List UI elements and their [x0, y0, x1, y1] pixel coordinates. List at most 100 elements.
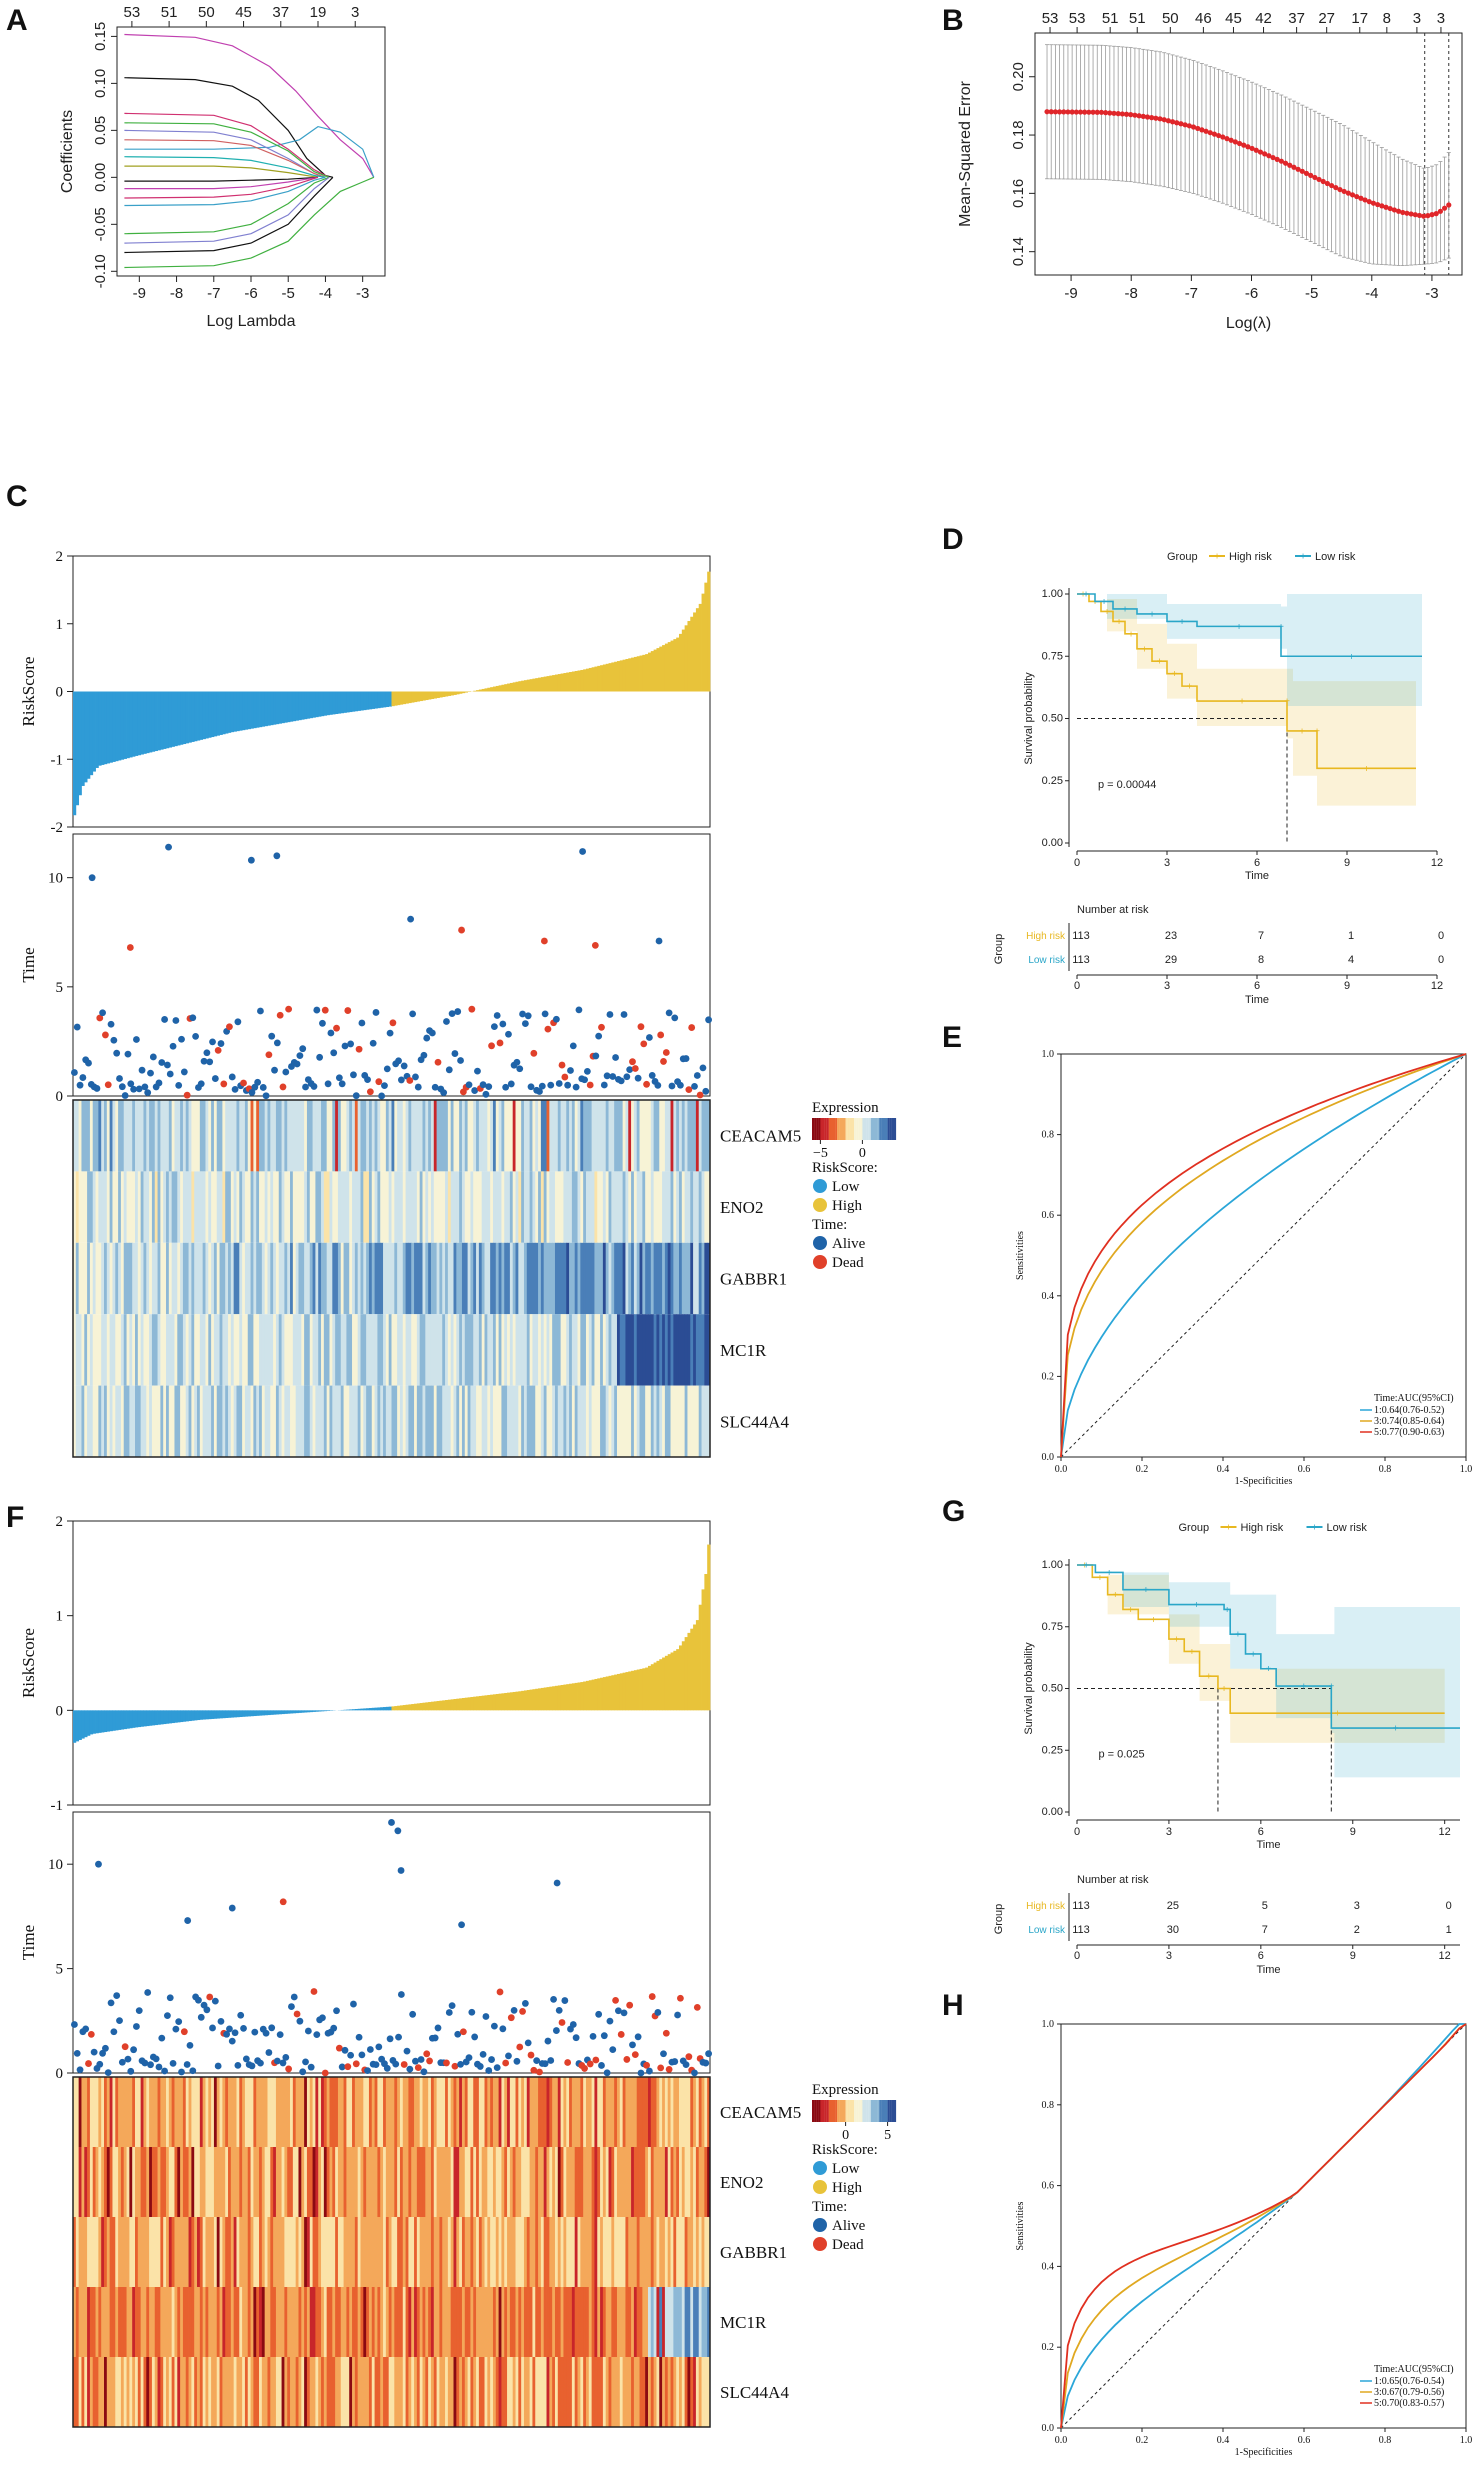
heatmap-cell [244, 2217, 249, 2287]
risk-table-row-label: High risk [1026, 1901, 1066, 1912]
heatmap-cell [115, 2217, 119, 2287]
heatmap-cell [650, 1385, 655, 1457]
dead-point [496, 1039, 504, 1047]
heatmap-cell [267, 1171, 271, 1243]
heatmap-cell [301, 1171, 305, 1243]
alive-point [79, 1074, 87, 1081]
heatmap-cell [228, 1100, 232, 1172]
x-tick-label: -9 [133, 285, 146, 302]
alive-point [665, 1009, 673, 1017]
heatmap-cell [101, 1242, 105, 1315]
heatmap-cell [690, 1100, 694, 1172]
colorbar-cell [814, 2100, 817, 2122]
heatmap-cell [554, 1314, 559, 1386]
heatmap-cell [521, 2077, 525, 2147]
heatmap-cell [585, 2357, 590, 2427]
heatmap-cell [580, 2287, 584, 2357]
heatmap-cell [707, 2357, 711, 2427]
heatmap-cell [693, 1171, 697, 1243]
heatmap-cell [636, 1100, 640, 1172]
heatmap-cell [118, 1171, 122, 1243]
heatmap-cell [261, 1100, 266, 1172]
heatmap-cell [323, 1385, 328, 1457]
heatmap-cell [315, 1242, 319, 1315]
heatmap-cell [340, 1171, 344, 1243]
heatmap-cell [487, 2147, 491, 2217]
heatmap-cell [352, 1385, 356, 1457]
heatmap-cell [323, 1314, 328, 1386]
alive-point [479, 1081, 487, 1089]
alive-point [550, 1995, 557, 2003]
risk-bar [112, 691, 116, 762]
heatmap-cell [225, 1385, 229, 1457]
heatmap-cell [253, 2147, 257, 2217]
heatmap-cell [126, 1385, 130, 1457]
mse-point [1123, 111, 1130, 117]
heatmap-cell [678, 2147, 683, 2217]
risk-bar [273, 691, 277, 725]
heatmap-cell [684, 1385, 688, 1457]
heatmap-cell [151, 2147, 156, 2217]
risk-table-cell: 7 [1258, 930, 1264, 942]
heatmap-cell [394, 1100, 398, 1172]
heatmap-cell [476, 2287, 480, 2357]
heatmap-cell [239, 2217, 243, 2287]
colorbar-cell [872, 1118, 876, 1140]
heatmap-cell [222, 2287, 226, 2357]
heatmap-cell [292, 1100, 297, 1172]
dead-point [265, 1051, 273, 1059]
heatmap-cell [135, 2287, 139, 2357]
risk-bar [684, 625, 688, 692]
heatmap-cell [208, 1242, 212, 1315]
risk-bar [197, 1710, 201, 1721]
heatmap-cell [507, 1171, 511, 1243]
heatmap-cell [242, 2287, 246, 2357]
heatmap-cell [566, 2287, 570, 2357]
heatmap-cell [546, 1242, 550, 1315]
plot-frame [1034, 32, 1463, 276]
alive-point [107, 1999, 115, 2007]
heatmap-cell [509, 1385, 514, 1457]
heatmap-cell [89, 2287, 94, 2357]
risk-bar [160, 1710, 164, 1725]
alive-point [138, 1066, 146, 1074]
heatmap-cell [636, 2357, 640, 2427]
heatmap-cell [428, 1100, 432, 1172]
heatmap-cell [304, 2217, 308, 2287]
km-censor-mark: + [1278, 622, 1284, 633]
heatmap-cell [188, 1314, 192, 1386]
heatmap-cell [180, 2357, 184, 2427]
heatmap-cell [391, 1385, 395, 1457]
heatmap-cell [608, 1314, 612, 1386]
heatmap-cell [509, 1242, 514, 1315]
heatmap-cell [647, 1242, 652, 1315]
alive-point [541, 2060, 549, 2068]
heatmap-cell [168, 1171, 173, 1243]
heatmap-cell [385, 2287, 390, 2357]
heatmap-cell [495, 2287, 500, 2357]
alive-point [417, 2056, 425, 2063]
heatmap-cell [532, 1314, 536, 1386]
risk-bar [354, 1708, 359, 1711]
alive-point [290, 1993, 298, 2001]
heatmap-cell [594, 2357, 598, 2427]
alive-point [161, 1016, 169, 1023]
heatmap-cell [391, 1242, 395, 1315]
heatmap-cell [456, 2147, 460, 2217]
alive-point [248, 1089, 256, 1096]
heatmap-cell [354, 1171, 359, 1243]
alive-point [397, 1991, 405, 1998]
colorbar-cell [893, 1118, 897, 1140]
alive-point [609, 2046, 617, 2054]
heatmap-cell [208, 1100, 212, 1172]
km-curve-high-risk [1077, 593, 1416, 770]
heatmap-cell [442, 2217, 446, 2287]
risk-table-x-tick-label: 0 [1074, 1950, 1080, 1962]
heatmap-cell [664, 2077, 669, 2147]
heatmap-cell [118, 1242, 122, 1315]
risk-bar [554, 1685, 559, 1711]
heatmap-cell [436, 1385, 440, 1457]
heatmap-cell [315, 2077, 319, 2147]
heatmap-cell [425, 2217, 429, 2287]
risk-bar [101, 691, 105, 765]
